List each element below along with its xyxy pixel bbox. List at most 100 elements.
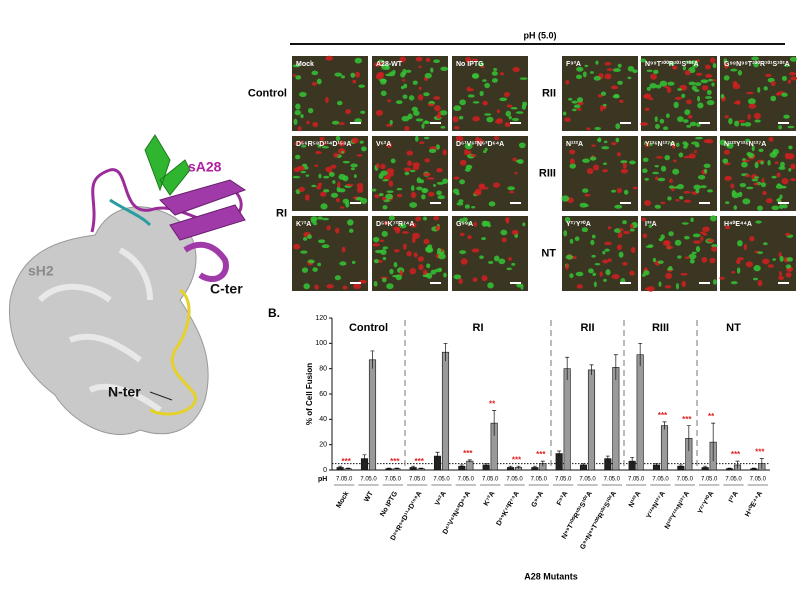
cell (683, 119, 689, 123)
cell (335, 227, 340, 234)
cell (615, 137, 620, 143)
cell (356, 196, 364, 201)
cell (339, 122, 345, 126)
cell (778, 270, 782, 277)
cell (695, 136, 703, 140)
cell (317, 216, 323, 220)
cell (300, 170, 307, 174)
cell (660, 165, 667, 172)
error-bar (638, 342, 643, 367)
cell (406, 69, 412, 73)
micrograph-panel: D⁶¹V⁶²N⁶³D⁶⁴A (452, 135, 528, 211)
cell (744, 122, 752, 127)
x-axis-title: A28 Mutants (524, 571, 578, 581)
cell (442, 178, 449, 184)
ph-label: 7.0 (604, 477, 613, 483)
cell (616, 187, 622, 194)
micrograph-panel: I³³A (641, 215, 718, 292)
cell (693, 150, 697, 154)
cell (579, 202, 588, 208)
cell (655, 84, 662, 89)
cell (760, 160, 764, 165)
cell (746, 186, 754, 190)
cell (375, 249, 383, 254)
cell (306, 120, 310, 125)
cell (294, 110, 302, 116)
cell (569, 273, 574, 279)
cell (731, 190, 737, 196)
error-bar (394, 467, 399, 470)
cell (300, 114, 304, 119)
cell (674, 239, 682, 246)
cell (602, 169, 609, 173)
x-tick-label: H⁴⁰E⁴⁴A (743, 490, 764, 518)
cell (418, 264, 424, 271)
cell (770, 95, 777, 102)
cell (646, 286, 655, 292)
cell (488, 260, 494, 264)
cell (602, 162, 607, 166)
cell (386, 283, 394, 290)
cell (458, 115, 464, 120)
cell (772, 258, 776, 261)
micrograph-panel: V⁶²A (371, 135, 449, 211)
cell (753, 61, 759, 68)
cell (514, 171, 518, 175)
cell (387, 99, 392, 103)
cell (675, 283, 680, 290)
cell (590, 239, 595, 246)
bar (587, 369, 596, 471)
cell (776, 198, 780, 202)
cell (494, 119, 503, 124)
cell (605, 269, 611, 276)
cell (700, 79, 709, 84)
cell (395, 100, 403, 104)
micrograph-panel: D⁵⁹K⁷²R⁷⁴A (372, 215, 448, 291)
cell (665, 272, 673, 280)
cell (695, 72, 703, 76)
cell (503, 91, 510, 98)
cell (355, 71, 360, 78)
cell (335, 135, 341, 142)
cell (317, 182, 323, 187)
cell (632, 186, 638, 190)
cell (659, 80, 668, 87)
cell (506, 267, 512, 271)
cell (350, 167, 355, 171)
cell (611, 189, 617, 193)
cell (347, 219, 354, 226)
cell (665, 245, 674, 250)
cell (740, 122, 745, 127)
cell (300, 250, 308, 254)
cell (600, 91, 607, 96)
cell (466, 221, 473, 225)
cell (758, 148, 764, 153)
cell (381, 63, 390, 71)
cell (522, 222, 526, 227)
cell (569, 163, 576, 169)
cell (323, 175, 330, 179)
group-label: NT (726, 322, 741, 334)
cell (658, 281, 662, 287)
cell (351, 260, 356, 265)
error-bar (557, 450, 562, 457)
x-tick-label: N¹²²Y¹²⁶N¹²⁷A (664, 490, 691, 530)
ph-label: 7.0 (336, 477, 345, 483)
cell (478, 183, 486, 189)
cell (575, 271, 584, 277)
micrograph-panel: Mock (292, 55, 368, 132)
cell (732, 80, 738, 87)
cell (752, 277, 759, 281)
cell (382, 205, 388, 210)
scale-bar (699, 202, 710, 204)
cell (424, 72, 432, 79)
cell (459, 179, 466, 185)
cell (674, 96, 683, 100)
cell (464, 143, 473, 150)
error-bar (540, 460, 545, 467)
cell (453, 176, 460, 180)
cell (582, 71, 587, 78)
cell (315, 151, 322, 155)
cell (393, 261, 398, 268)
cell (665, 113, 670, 119)
